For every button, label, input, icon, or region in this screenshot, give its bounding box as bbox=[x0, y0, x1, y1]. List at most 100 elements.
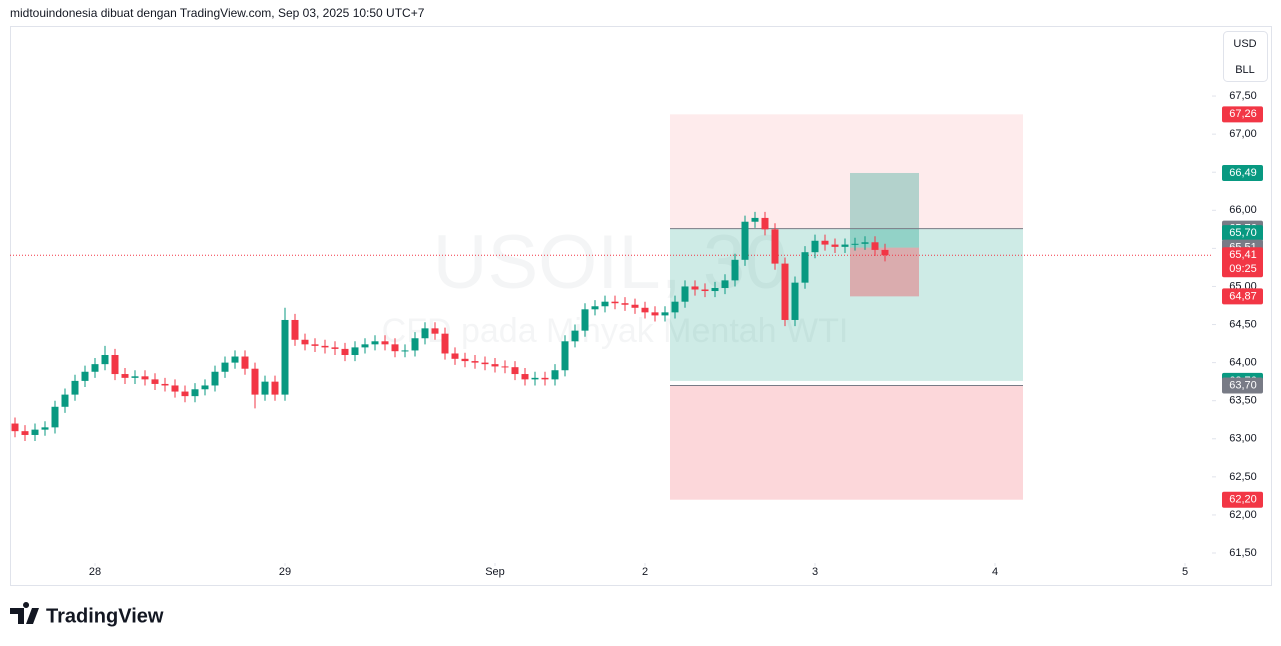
frame bbox=[10, 26, 1272, 586]
candle-body bbox=[651, 312, 659, 316]
price-label-box bbox=[1222, 106, 1263, 123]
candle-body bbox=[541, 377, 549, 380]
candle-body bbox=[861, 242, 869, 244]
price-label-box bbox=[1222, 247, 1263, 278]
candle-body bbox=[801, 252, 809, 283]
candle-body bbox=[61, 394, 69, 407]
y-tick-label: 62,50 bbox=[1229, 471, 1257, 483]
candle-body bbox=[471, 361, 479, 363]
candle-body bbox=[231, 356, 239, 363]
candle-body bbox=[121, 374, 129, 378]
price-label: 66,49 bbox=[1229, 167, 1257, 179]
x-tick-label: 3 bbox=[812, 566, 818, 578]
candle-body bbox=[271, 381, 279, 395]
candle-body bbox=[681, 286, 689, 302]
unit: BLL bbox=[1235, 64, 1255, 76]
x-tick-label: 29 bbox=[279, 566, 291, 578]
candle-body bbox=[91, 364, 99, 372]
y-tick-label: 67,00 bbox=[1229, 128, 1257, 140]
x-tick-label: 4 bbox=[992, 566, 998, 578]
candle-body bbox=[731, 259, 739, 281]
y-tick-label: 61,50 bbox=[1229, 547, 1257, 559]
candle-body bbox=[831, 244, 839, 247]
candle-body bbox=[281, 319, 289, 395]
candle-body bbox=[791, 282, 799, 320]
candle-body bbox=[751, 217, 759, 222]
price-label: 67,26 bbox=[1229, 108, 1257, 120]
candle-body bbox=[401, 350, 409, 352]
candle-body bbox=[451, 353, 459, 359]
candle-body bbox=[601, 301, 609, 307]
candle-body bbox=[631, 304, 639, 308]
candle-body bbox=[531, 377, 539, 380]
position-zone bbox=[850, 172, 919, 248]
price-label: 62,20 bbox=[1229, 494, 1257, 506]
price-label: 65,70 bbox=[1229, 227, 1257, 239]
price-label: 63,70 bbox=[1229, 379, 1257, 391]
currency-box bbox=[1223, 31, 1268, 82]
candle-body bbox=[161, 383, 169, 386]
candle-body bbox=[31, 429, 39, 435]
candle-body bbox=[691, 286, 699, 290]
candle-body bbox=[841, 244, 849, 247]
candle-body bbox=[11, 423, 19, 432]
candle-body bbox=[881, 249, 889, 256]
x-tick-label: 5 bbox=[1182, 566, 1188, 578]
candle-body bbox=[51, 406, 59, 428]
y-tick-label: 62,00 bbox=[1229, 509, 1257, 521]
y-tick-label: 63,50 bbox=[1229, 395, 1257, 407]
candle-body bbox=[71, 380, 79, 395]
candle-body bbox=[361, 344, 369, 348]
candle-body bbox=[781, 263, 789, 320]
candle-body bbox=[561, 341, 569, 371]
candle-body bbox=[151, 379, 159, 384]
watermark-subtitle: CFD pada Minyak Mentah WTI bbox=[382, 312, 849, 350]
candle-body bbox=[591, 306, 599, 310]
candle-body bbox=[431, 328, 439, 334]
candle-body bbox=[261, 381, 269, 395]
currency: USD bbox=[1233, 38, 1256, 50]
candle-body bbox=[571, 330, 579, 342]
x-tick-label: Sep bbox=[485, 566, 505, 578]
candle-body bbox=[581, 309, 589, 331]
candle-body bbox=[461, 358, 469, 362]
candle-body bbox=[491, 364, 499, 367]
candle-body bbox=[851, 243, 859, 245]
candle-body bbox=[611, 301, 619, 304]
x-tick-label: 2 bbox=[642, 566, 648, 578]
price-label: 65,41 bbox=[1229, 249, 1257, 261]
countdown: 09:25 bbox=[1229, 263, 1257, 275]
candle-body bbox=[131, 376, 139, 378]
candle-body bbox=[251, 368, 259, 395]
candle-body bbox=[141, 376, 149, 380]
candle-body bbox=[221, 362, 229, 372]
position-zone bbox=[670, 114, 1023, 229]
candle-body bbox=[621, 303, 629, 305]
logo: TradingView bbox=[46, 605, 164, 627]
y-tick-label: 64,50 bbox=[1229, 318, 1257, 330]
candle-body bbox=[811, 240, 819, 253]
candle-body bbox=[211, 371, 219, 386]
position-zone bbox=[670, 385, 1023, 500]
candle-body bbox=[291, 319, 299, 340]
price-label: 64,87 bbox=[1229, 290, 1257, 302]
candle-body bbox=[661, 312, 669, 316]
candle-body bbox=[41, 427, 49, 430]
candle-body bbox=[201, 385, 209, 390]
price-label-box bbox=[1222, 377, 1263, 394]
candle-body bbox=[521, 374, 529, 380]
candle-body bbox=[741, 221, 749, 260]
y-tick-label: 63,00 bbox=[1229, 433, 1257, 445]
candle-body bbox=[821, 240, 829, 245]
candle-body bbox=[701, 289, 709, 292]
candle-body bbox=[671, 301, 679, 313]
candle-body bbox=[321, 345, 329, 348]
candle-body bbox=[721, 280, 729, 288]
price-label-box bbox=[1222, 491, 1263, 508]
candle-body bbox=[641, 307, 649, 313]
candle-body bbox=[481, 362, 489, 365]
candle-body bbox=[351, 347, 359, 356]
header: midtouindonesia dibuat dengan TradingVie… bbox=[10, 6, 425, 20]
y-tick-label: 64,00 bbox=[1229, 357, 1257, 369]
